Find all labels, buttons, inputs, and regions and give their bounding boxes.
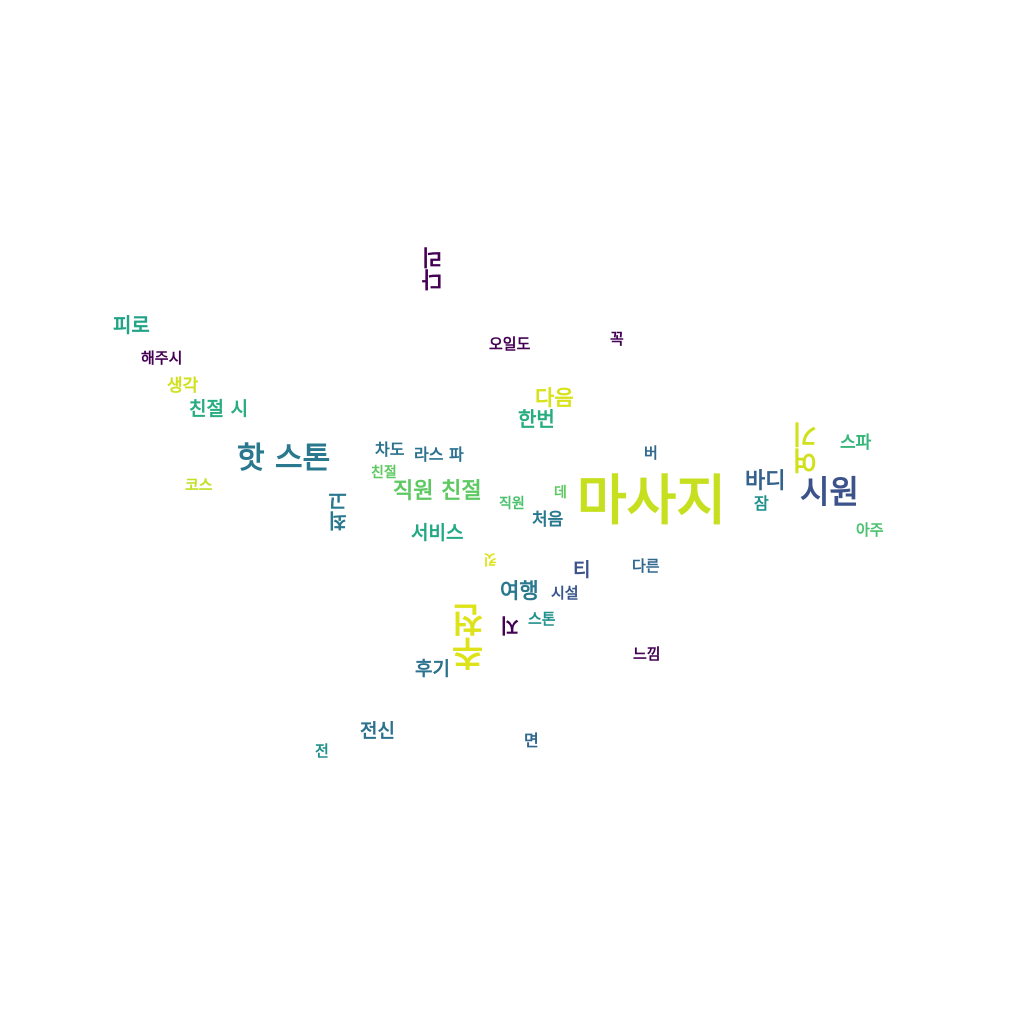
word-ti: 티 bbox=[573, 559, 591, 581]
word-beo: 버 bbox=[644, 444, 658, 462]
word-spa: 스파 bbox=[840, 433, 872, 453]
word-staff-kind: 직원 친절 bbox=[393, 479, 482, 504]
word-leg: 다리 bbox=[422, 247, 447, 291]
word-kind-when: 친절 시 bbox=[189, 398, 249, 420]
word-before: 전 bbox=[315, 742, 329, 760]
word-very: 아주 bbox=[856, 521, 884, 539]
word-best: 최고 bbox=[327, 491, 351, 531]
word-staff: 직원 bbox=[499, 496, 525, 512]
word-today-too: 오일도 bbox=[489, 335, 531, 353]
word-ras-pa: 라스 파 bbox=[414, 445, 464, 464]
word-review: 후기 bbox=[415, 658, 450, 680]
word-fatigue: 피로 bbox=[113, 313, 150, 337]
word-facility: 시설 bbox=[551, 584, 579, 602]
word-kis: 킷 bbox=[483, 553, 499, 567]
word-sleep: 잠 bbox=[754, 494, 769, 513]
word-once: 한번 bbox=[518, 407, 555, 431]
word-recommend: 추천 bbox=[451, 603, 491, 671]
word-ji: 지 bbox=[499, 616, 523, 636]
word-whole-body: 전신 bbox=[360, 720, 395, 742]
word-first: 처음 bbox=[532, 510, 564, 530]
word-surely: 꼭 bbox=[610, 330, 624, 348]
word-stone: 스톤 bbox=[528, 610, 556, 628]
word-do-for-me: 해주시 bbox=[141, 349, 183, 367]
word-siwon: 시원 bbox=[800, 473, 859, 511]
word-hot-stone: 핫 스톤 bbox=[237, 441, 331, 476]
word-other: 다른 bbox=[632, 557, 660, 575]
word-kind: 친절 bbox=[371, 465, 397, 481]
word-feeling: 느낌 bbox=[633, 645, 661, 663]
word-think: 생각 bbox=[167, 376, 199, 396]
word-place: 데 bbox=[554, 485, 567, 501]
word-body: 바디 bbox=[745, 469, 786, 494]
word-here: 여기 bbox=[792, 422, 822, 474]
word-course: 코스 bbox=[185, 476, 213, 494]
word-cha-do: 차도 bbox=[375, 440, 405, 459]
word-massage: 마사지 bbox=[577, 469, 727, 532]
word-face: 면 bbox=[524, 731, 539, 750]
word-service: 서비스 bbox=[411, 522, 464, 544]
word-travel: 여행 bbox=[500, 579, 539, 603]
word-next: 다음 bbox=[535, 386, 574, 410]
